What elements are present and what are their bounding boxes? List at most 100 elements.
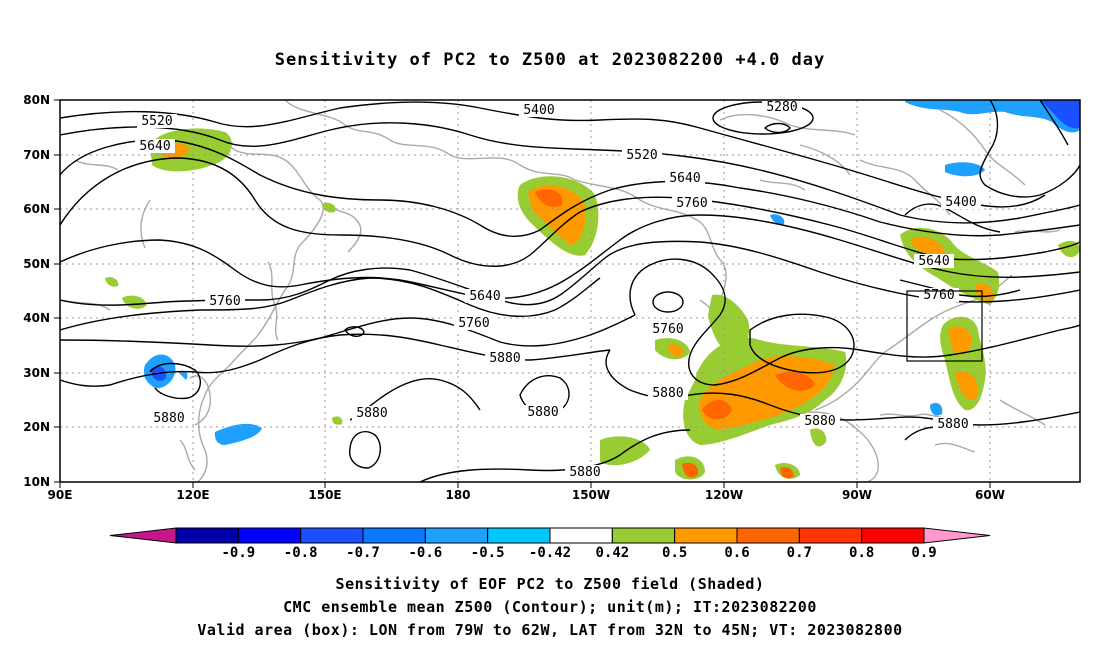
lon-label: 180 bbox=[445, 488, 470, 502]
axis-ticks bbox=[54, 99, 991, 488]
colorbar-tick-label: 0.5 bbox=[662, 545, 687, 561]
lat-label: 80N bbox=[23, 93, 50, 107]
shade-negative-arctic bbox=[905, 100, 1080, 133]
contour-label: 5280 bbox=[766, 100, 797, 115]
contour-label: 5880 bbox=[153, 411, 184, 426]
lon-label: 120W bbox=[705, 488, 743, 502]
caption-shading: Sensitivity of EOF PC2 to Z500 field (Sh… bbox=[335, 575, 765, 593]
contour-label-bg bbox=[941, 195, 981, 209]
contour-label-bg bbox=[622, 148, 662, 162]
contour-label: 5760 bbox=[923, 288, 954, 303]
contour-label-bg bbox=[485, 351, 525, 365]
colorbar-segment bbox=[549, 527, 613, 544]
colorbar-segment bbox=[736, 527, 800, 544]
contour-label: 5880 bbox=[356, 406, 387, 421]
lat-label: 70N bbox=[23, 148, 50, 162]
contour-label-bg bbox=[135, 139, 175, 153]
contour-label: 5880 bbox=[804, 414, 835, 429]
lon-label: 150W bbox=[572, 488, 610, 502]
contour-label-bg bbox=[352, 406, 392, 420]
contour-label: 5400 bbox=[523, 103, 554, 118]
contour-label-bg bbox=[523, 405, 563, 419]
colorbar-segment bbox=[237, 527, 302, 544]
lat-label: 50N bbox=[23, 257, 50, 271]
colorbar-tick-label: -0.42 bbox=[529, 545, 571, 561]
contour-label-bg bbox=[672, 196, 712, 210]
colorbar-segment bbox=[611, 527, 676, 544]
lon-label: 90W bbox=[842, 488, 872, 502]
colorbar-tick-labels: -0.9 -0.8 -0.7 -0.6 -0.5 -0.42 0.42 0.5 0.6 0.7 0.… bbox=[221, 545, 936, 561]
caption-contour: CMC ensemble mean Z500 (Contour); unit(m… bbox=[283, 598, 817, 616]
colorbar bbox=[109, 527, 991, 544]
colorbar-tick-label: 0.42 bbox=[595, 545, 629, 561]
colorbar-tick-label: 0.9 bbox=[911, 545, 936, 561]
contour-label: 5760 bbox=[652, 322, 683, 337]
map-title: Sensitivity of PC2 to Z500 at 2023082200… bbox=[274, 50, 826, 70]
colorbar-tick-label: -0.9 bbox=[221, 545, 255, 561]
contour-label-bg bbox=[137, 114, 177, 128]
contour-label: 5640 bbox=[918, 254, 949, 269]
colorbar-tick-label: -0.6 bbox=[408, 545, 442, 561]
contour-label-bg bbox=[454, 316, 494, 330]
contour-label: 5400 bbox=[945, 195, 976, 210]
contour-labels: 5280 5400 5400 5520 5520 5640 5640 5640 5640 5760… bbox=[135, 100, 981, 480]
valid-area-box bbox=[906, 290, 983, 362]
contour-label-bg bbox=[914, 254, 954, 268]
contour-label: 5880 bbox=[569, 465, 600, 480]
colorbar-segment bbox=[674, 527, 738, 544]
contour-label-bg bbox=[205, 294, 245, 308]
colorbar-segment bbox=[861, 527, 925, 544]
colorbar-segment bbox=[487, 527, 551, 544]
colorbar-segment bbox=[798, 527, 863, 544]
contour-label-bg bbox=[648, 322, 688, 336]
lon-label: 60W bbox=[975, 488, 1005, 502]
colorbar-triangle-left bbox=[109, 527, 177, 544]
lon-label: 150E bbox=[308, 488, 341, 502]
colorbar-segment bbox=[175, 527, 239, 544]
contour-label: 5880 bbox=[527, 405, 558, 420]
colorbar-tick-label: -0.7 bbox=[346, 545, 380, 561]
contour-label: 5880 bbox=[489, 351, 520, 366]
latitude-labels: 80N 70N 60N 50N 40N 30N 20N 10N bbox=[23, 93, 50, 489]
contour-label-bg bbox=[665, 171, 705, 185]
colorbar-tick-label: -0.5 bbox=[471, 545, 505, 561]
contour-label: 5760 bbox=[209, 294, 240, 309]
colorbar-tick-label: 0.6 bbox=[724, 545, 749, 561]
longitude-labels: 90E 120E 150E 180 150W 120W 90W 60W bbox=[48, 488, 1005, 502]
plot-border bbox=[59, 99, 1081, 483]
contour-label-bg bbox=[149, 411, 189, 425]
colorbar-segment bbox=[300, 527, 364, 544]
colorbar-segment bbox=[362, 527, 426, 544]
contour-label: 5640 bbox=[469, 289, 500, 304]
contour-label: 5760 bbox=[676, 196, 707, 211]
contour-label-bg bbox=[519, 103, 559, 117]
lat-label: 20N bbox=[23, 420, 50, 434]
contour-label: 5520 bbox=[141, 114, 172, 129]
contour-label: 5640 bbox=[139, 139, 170, 154]
lat-label: 40N bbox=[23, 311, 50, 325]
contour-label: 5880 bbox=[937, 417, 968, 432]
caption-valid-area: Valid area (box): LON from 79W to 62W, L… bbox=[197, 621, 903, 639]
lat-label: 10N bbox=[23, 475, 50, 489]
contour-label-bg bbox=[800, 414, 840, 428]
lat-label: 60N bbox=[23, 202, 50, 216]
contour-label-bg bbox=[933, 417, 973, 431]
colorbar-tick-label: 0.7 bbox=[787, 545, 812, 561]
colorbar-tick-label: -0.8 bbox=[284, 545, 318, 561]
lon-label: 90E bbox=[48, 488, 73, 502]
lat-label: 30N bbox=[23, 366, 50, 380]
contour-label: 5640 bbox=[669, 171, 700, 186]
colorbar-triangle-right bbox=[923, 527, 991, 544]
contour-label-bg bbox=[465, 289, 505, 303]
contour-label: 5880 bbox=[652, 386, 683, 401]
contour-label-bg bbox=[762, 100, 802, 114]
colorbar-tick-label: 0.8 bbox=[849, 545, 874, 561]
contour-label-bg bbox=[648, 386, 688, 400]
lon-label: 120E bbox=[176, 488, 209, 502]
contour-label: 5520 bbox=[626, 148, 657, 163]
z500-contours bbox=[60, 100, 1080, 482]
contour-label-bg bbox=[565, 465, 605, 479]
colorbar-segment bbox=[424, 527, 489, 544]
contour-label: 5760 bbox=[458, 316, 489, 331]
